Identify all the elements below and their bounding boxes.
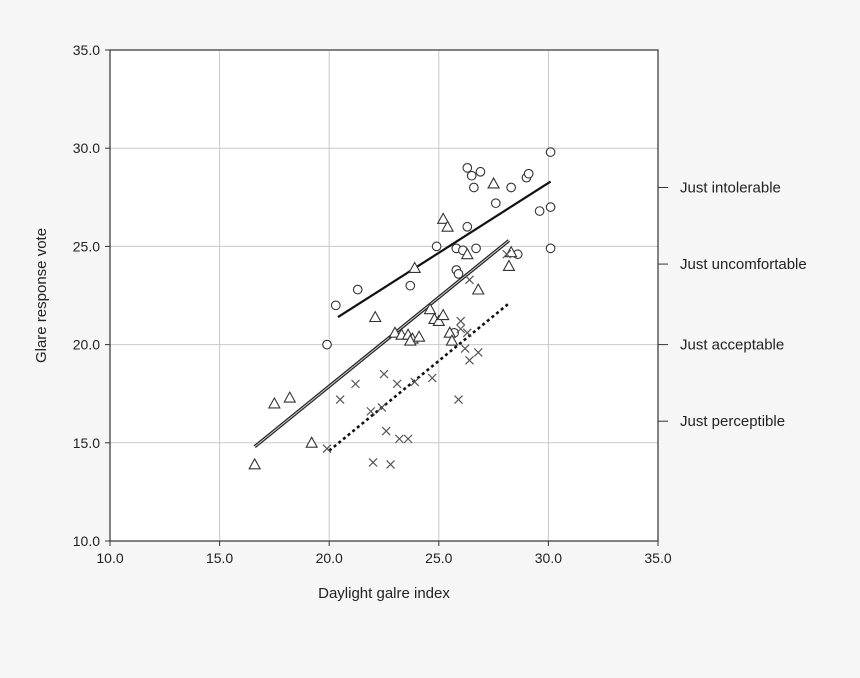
cross-point bbox=[465, 275, 474, 285]
cross-point bbox=[386, 459, 396, 469]
triangle-point bbox=[504, 245, 518, 258]
triangle-point bbox=[436, 212, 450, 224]
circle-point bbox=[545, 243, 556, 254]
y-tick-label: 10.0 bbox=[73, 533, 100, 549]
triangle-point bbox=[408, 261, 422, 273]
triangle-point bbox=[471, 282, 485, 295]
x-tick-label: 35.0 bbox=[644, 550, 671, 566]
x-tick-label: 10.0 bbox=[96, 550, 123, 566]
circle-point bbox=[352, 284, 363, 295]
triangle-point bbox=[502, 259, 516, 271]
cross-point bbox=[462, 328, 472, 338]
cross-point bbox=[379, 369, 389, 379]
y-axis-title: Glare response vote bbox=[33, 228, 50, 363]
x-tick-label: 30.0 bbox=[535, 550, 562, 566]
circle-point bbox=[475, 166, 486, 177]
triangle-point bbox=[487, 176, 501, 189]
cross-point bbox=[454, 395, 463, 405]
triangle-point bbox=[305, 436, 319, 448]
cross-point bbox=[392, 379, 402, 389]
cross-point bbox=[456, 324, 466, 334]
cross-point bbox=[335, 395, 345, 405]
triangle-point bbox=[460, 247, 474, 260]
triangle-point bbox=[403, 334, 417, 346]
cross-point bbox=[381, 426, 391, 436]
cross-point bbox=[502, 249, 512, 259]
cross-point bbox=[456, 316, 466, 326]
circle-point bbox=[431, 241, 442, 252]
cross-point bbox=[465, 355, 474, 365]
right-axis-label: Just acceptable bbox=[680, 337, 784, 354]
circle-point bbox=[466, 170, 477, 181]
circle-point bbox=[534, 206, 545, 216]
triangle-point bbox=[445, 334, 459, 346]
cross-point bbox=[377, 403, 387, 412]
y-tick-label: 35.0 bbox=[73, 42, 100, 58]
right-axis-label: Just perceptible bbox=[680, 413, 785, 430]
triangle-point bbox=[283, 390, 297, 403]
circle-point bbox=[453, 269, 464, 279]
cross-point bbox=[410, 377, 420, 387]
cross-point bbox=[394, 434, 404, 444]
triangle-point bbox=[248, 457, 262, 470]
triangle-point bbox=[423, 302, 437, 315]
y-tick-label: 15.0 bbox=[73, 435, 100, 451]
cross-point bbox=[368, 458, 378, 467]
triangle-point bbox=[443, 326, 457, 338]
triangle-point bbox=[368, 310, 382, 323]
cross-point bbox=[460, 344, 470, 353]
triangle-point bbox=[441, 220, 455, 232]
cross-point bbox=[366, 406, 376, 416]
circle-point bbox=[405, 280, 416, 291]
circle-point bbox=[545, 202, 556, 212]
cross-point bbox=[403, 434, 413, 444]
trend-line-double-inner bbox=[254, 240, 510, 448]
circle-point bbox=[462, 221, 473, 232]
circle-point bbox=[523, 168, 534, 179]
y-tick-label: 20.0 bbox=[73, 337, 100, 353]
x-tick-label: 20.0 bbox=[316, 550, 343, 566]
triangle-point bbox=[432, 314, 446, 326]
triangle-point bbox=[412, 330, 426, 342]
circle-point bbox=[469, 182, 479, 193]
circle-point bbox=[545, 147, 556, 157]
trend-line-solid bbox=[337, 180, 552, 319]
plot-layer: 10.0 15.0 20.0 25.0 30.0 35.0 10.0 15.0 20.0 25.0… bbox=[73, 42, 807, 566]
right-axis-label: Just intolerable bbox=[680, 179, 781, 196]
x-tick-label: 25.0 bbox=[425, 550, 452, 566]
circle-point bbox=[322, 339, 332, 350]
right-axis-label: Just uncomfortable bbox=[680, 256, 807, 273]
circle-point bbox=[490, 198, 501, 209]
circle-point bbox=[462, 162, 473, 173]
y-tick-label: 30.0 bbox=[73, 140, 100, 156]
trend-line-dotted bbox=[328, 302, 510, 452]
x-tick-label: 15.0 bbox=[206, 550, 233, 566]
circle-point bbox=[506, 182, 516, 193]
x-axis-title: Daylight galre index bbox=[318, 585, 450, 602]
cross-point bbox=[322, 444, 332, 454]
triangle-point bbox=[436, 308, 450, 321]
circle-point bbox=[471, 243, 481, 254]
cross-point bbox=[473, 348, 483, 357]
y-tick-label: 25.0 bbox=[73, 238, 100, 254]
triangle-point bbox=[388, 326, 402, 338]
plot-border bbox=[109, 49, 659, 542]
cross-point bbox=[351, 379, 360, 389]
plot-area bbox=[110, 50, 658, 541]
triangle-point bbox=[267, 396, 281, 409]
circle-point bbox=[330, 300, 341, 311]
cross-point bbox=[427, 373, 437, 383]
